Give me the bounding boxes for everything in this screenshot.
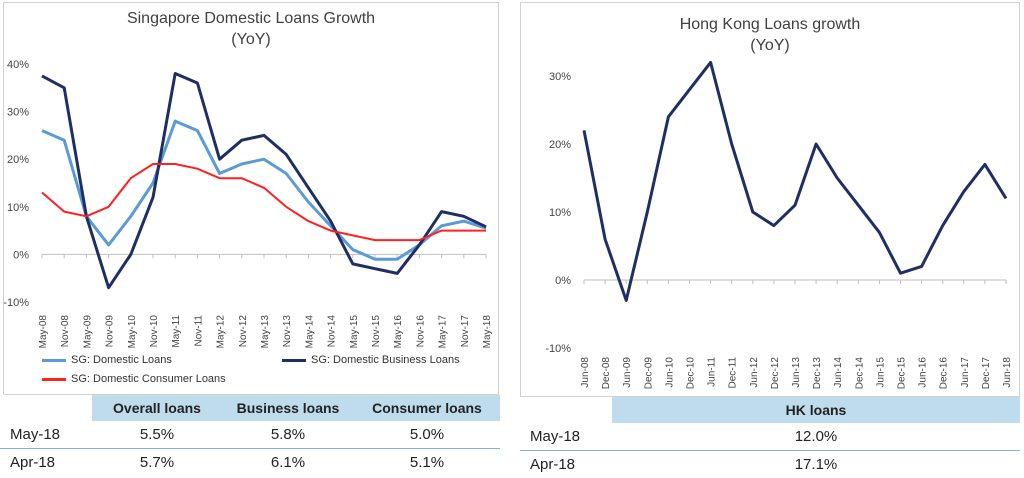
x-tick-label: Nov-09: [105, 315, 116, 348]
x-tick-label: May-14: [304, 315, 315, 349]
table-cell: 6.1%: [222, 449, 354, 477]
y-tick-label: 10%: [549, 207, 571, 219]
x-tick-label: Nov-13: [282, 315, 293, 348]
y-tick-label: 40%: [7, 59, 29, 71]
x-tick-label: May-18: [482, 315, 493, 349]
sg-table-header-row: Overall loans Business loans Consumer lo…: [0, 395, 500, 421]
x-tick-label: May-12: [216, 315, 227, 349]
legend-label-business: SG: Domestic Business Loans: [311, 354, 460, 366]
x-tick-label: Jun-13: [791, 357, 802, 388]
table-row: Apr-18 5.7% 6.1% 5.1%: [0, 449, 500, 477]
legend-domestic-loans: SG: Domestic Loans: [42, 354, 172, 366]
table-cell: 12.0%: [612, 423, 1020, 451]
hk-table-corner: [520, 397, 612, 423]
x-tick-label: Dec-10: [686, 357, 697, 390]
y-tick-label: -10%: [3, 297, 29, 309]
x-tick-label: Jun-18: [1002, 357, 1013, 388]
x-tick-label: Jun-17: [960, 357, 971, 388]
table-cell: 5.8%: [222, 421, 354, 449]
x-tick-label: Nov-11: [193, 315, 204, 347]
y-tick-label: 20%: [549, 139, 571, 151]
legend-swatch-consumer: [42, 378, 66, 381]
legend-label-consumer: SG: Domestic Consumer Loans: [71, 373, 226, 385]
x-tick-label: Dec-16: [939, 357, 950, 390]
y-tick-label: 20%: [7, 154, 29, 166]
x-tick-label: Jun-16: [918, 357, 929, 388]
x-tick-label: May-08: [38, 315, 49, 349]
row-label: Apr-18: [0, 449, 92, 477]
x-tick-label: Dec-13: [812, 357, 823, 390]
x-tick-label: Jun-15: [875, 357, 886, 388]
legend-consumer-loans: SG: Domestic Consumer Loans: [42, 373, 226, 385]
legend-label-domestic: SG: Domestic Loans: [71, 354, 172, 366]
y-tick-label: 30%: [7, 107, 29, 119]
x-tick-label: Nov-10: [149, 315, 160, 348]
sg-header-overall: Overall loans: [92, 395, 222, 421]
x-tick-label: May-09: [82, 315, 93, 349]
table-cell: 5.1%: [354, 449, 500, 477]
x-tick-label: Jun-08: [580, 357, 591, 388]
sg-table-corner: [0, 395, 92, 421]
x-tick-label: Dec-15: [897, 357, 908, 390]
hk-header-loans: HK loans: [612, 397, 1020, 423]
x-tick-label: Dec-11: [728, 357, 739, 389]
sg-loans-table: Overall loans Business loans Consumer lo…: [0, 395, 500, 476]
hk-table-header-row: HK loans: [520, 397, 1020, 423]
hk-loans-table: HK loans May-18 12.0% Apr-18 17.1%: [520, 397, 1020, 478]
table-row: May-18 5.5% 5.8% 5.0%: [0, 421, 500, 449]
x-tick-label: Nov-08: [60, 315, 71, 348]
x-tick-label: Nov-12: [238, 315, 249, 348]
row-label: May-18: [520, 423, 612, 451]
y-tick-label: -10%: [545, 343, 571, 355]
x-tick-label: May-11: [171, 315, 182, 348]
series-hk-loans-line: [584, 62, 1006, 300]
x-tick-label: Nov-14: [327, 315, 338, 348]
sg-header-consumer: Consumer loans: [354, 395, 500, 421]
x-tick-label: Nov-15: [371, 315, 382, 348]
x-tick-label: Dec-12: [770, 357, 781, 390]
table-cell: 5.5%: [92, 421, 222, 449]
series-domestic-loans-line: [42, 121, 486, 259]
series-consumer-loans-line: [42, 164, 486, 240]
x-tick-label: Dec-08: [601, 357, 612, 390]
x-tick-label: May-13: [260, 315, 271, 349]
x-tick-label: Jun-10: [664, 357, 675, 388]
x-tick-label: Jun-09: [622, 357, 633, 388]
x-tick-label: May-17: [438, 315, 449, 349]
x-tick-label: Jun-12: [749, 357, 760, 388]
sg-line-chart: 40% 30% 20% 10% 0% -10% May-08 Nov-08 May-09 Nov-…: [4, 3, 498, 394]
x-tick-label: May-10: [127, 315, 138, 349]
row-label: May-18: [0, 421, 92, 449]
hk-line-chart: 30% 20% 10% 0% -10% Jun-08 Dec-08 Jun-09 Dec-09 J…: [521, 3, 1019, 396]
y-tick-label: 0%: [13, 249, 29, 261]
hk-chart-panel: Hong Kong Loans growth (YoY) 30%20%10%0%…: [520, 2, 1020, 397]
sg-chart-panel: Singapore Domestic Loans Growth (YoY) 40…: [3, 2, 499, 395]
x-tick-label: Dec-09: [643, 357, 654, 390]
x-tick-label: Nov-17: [460, 315, 471, 348]
y-tick-label: 30%: [549, 71, 571, 83]
x-tick-label: May-16: [393, 315, 404, 349]
x-tick-label: Nov-16: [415, 315, 426, 348]
x-tick-label: May-15: [349, 315, 360, 349]
x-tick-label: Dec-14: [854, 357, 865, 390]
x-tick-label: Jun-14: [833, 357, 844, 388]
x-tick-label: Dec-17: [981, 357, 992, 390]
legend-swatch-domestic: [42, 359, 66, 362]
x-tick-label: Jun-11: [707, 357, 718, 387]
y-tick-label: 10%: [7, 202, 29, 214]
table-cell: 5.0%: [354, 421, 500, 449]
table-cell: 5.7%: [92, 449, 222, 477]
sg-header-business: Business loans: [222, 395, 354, 421]
legend-business-loans: SG: Domestic Business Loans: [282, 354, 460, 366]
table-row: May-18 12.0%: [520, 423, 1020, 451]
legend-swatch-business: [282, 359, 306, 362]
y-tick-label: 0%: [555, 275, 571, 287]
